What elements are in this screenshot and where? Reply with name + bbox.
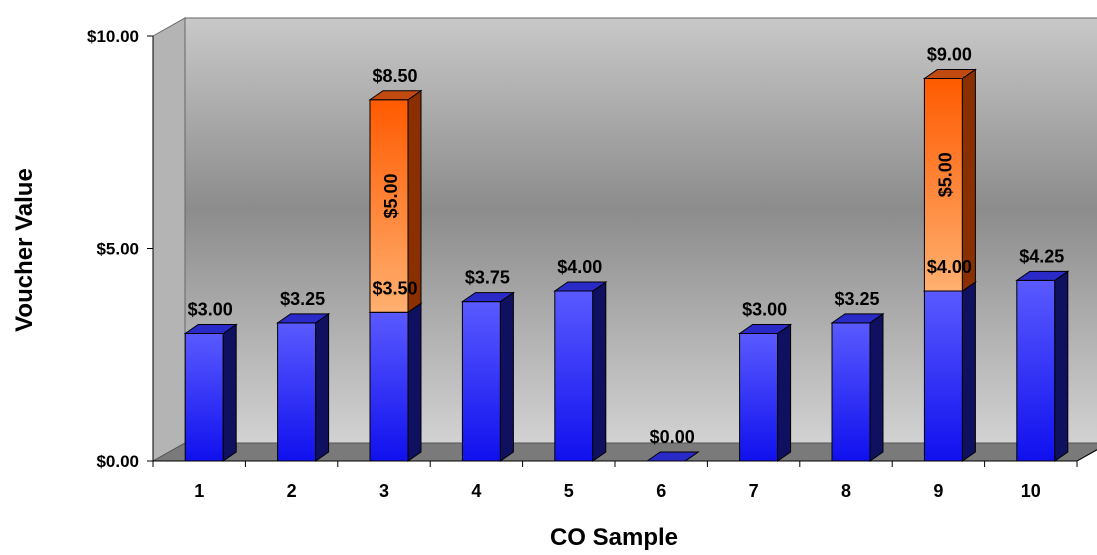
x-axis-depth-line	[1076, 449, 1097, 462]
side-wall	[152, 17, 186, 462]
x-tick-label: 5	[564, 481, 574, 501]
bar-base-segment	[553, 281, 608, 462]
bar-side	[315, 312, 330, 462]
y-axis-title: Voucher Value	[11, 168, 38, 332]
bar-top	[368, 90, 423, 101]
data-label: $3.00	[742, 300, 787, 320]
bar-base-segment	[737, 323, 793, 462]
bar-front	[739, 333, 779, 462]
bar-top	[1015, 270, 1070, 281]
x-tick-label: 9	[933, 481, 943, 501]
bar-front	[831, 322, 871, 462]
bar-top	[183, 324, 238, 334]
bar-top	[922, 69, 978, 79]
bar-front	[369, 311, 409, 462]
bar-side	[1054, 270, 1069, 462]
x-axis-title: CO Sample	[550, 524, 678, 550]
x-tick-label: 6	[656, 481, 666, 501]
total-label: $9.00	[927, 45, 972, 65]
bar-top	[553, 281, 608, 292]
bar-front	[277, 322, 317, 462]
bar-extra-segment	[368, 89, 423, 314]
data-label: $0.00	[650, 427, 695, 447]
data-label: $3.50	[372, 278, 417, 298]
x-tick-label: 4	[471, 481, 481, 501]
bar-side	[592, 281, 607, 462]
x-tick-label: 1	[194, 481, 204, 501]
bar-front	[923, 290, 963, 462]
bar-side	[222, 323, 237, 462]
bar-top	[275, 313, 331, 324]
bar-extra-segment	[922, 68, 978, 292]
x-tick-label: 8	[841, 481, 851, 501]
bar-side	[961, 281, 976, 462]
bar-front	[184, 333, 224, 462]
bar-base-segment	[183, 323, 238, 462]
segment-label: $5.00	[381, 173, 401, 218]
bar-front	[923, 78, 963, 292]
bar-top	[830, 313, 885, 324]
bar-top	[737, 324, 793, 334]
x-tick-label: 7	[749, 481, 759, 501]
bar-base-segment	[922, 281, 978, 462]
segment-label: $5.00	[935, 152, 955, 197]
bar-side	[869, 312, 884, 462]
bar-side	[777, 323, 792, 462]
data-label: $3.75	[465, 268, 510, 288]
data-label: $4.00	[557, 257, 602, 277]
bar-front	[1016, 279, 1056, 462]
total-label: $8.50	[372, 66, 417, 86]
bar-front	[554, 290, 594, 462]
bar-top	[460, 292, 516, 303]
bar-side	[407, 302, 422, 462]
data-label: $3.25	[280, 289, 325, 309]
data-label: $3.00	[188, 300, 233, 320]
bar-front	[369, 99, 409, 313]
bar-side	[499, 291, 514, 462]
x-tick-label: 3	[379, 481, 389, 501]
bar-base-segment	[645, 451, 700, 462]
bar-base-segment	[1015, 270, 1070, 462]
x-tick-label: 10	[1021, 481, 1041, 501]
data-label: $4.00	[927, 257, 972, 277]
data-label: $3.25	[834, 289, 879, 309]
x-tick-label: 2	[287, 481, 297, 501]
y-tick-label: $0.00	[96, 452, 139, 471]
bar-base-segment	[830, 312, 885, 462]
y-tick-label: $10.00	[87, 27, 139, 46]
bar-base-segment	[368, 302, 423, 462]
y-tick-label: $5.00	[96, 240, 139, 259]
bar-base-segment	[460, 291, 516, 462]
bar-top	[645, 451, 700, 462]
data-label: $4.25	[1019, 246, 1064, 266]
bar-base-segment	[275, 312, 331, 462]
bar-front	[461, 301, 501, 462]
